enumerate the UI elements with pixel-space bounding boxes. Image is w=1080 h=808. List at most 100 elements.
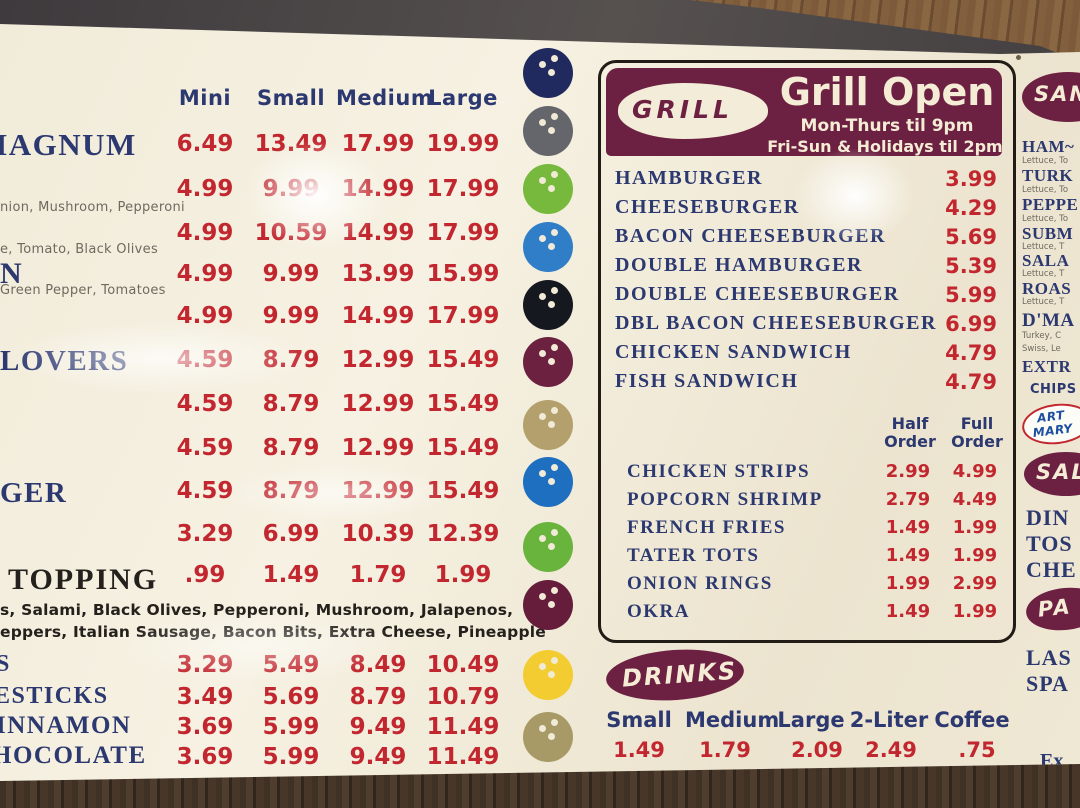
bowling-ball-blue xyxy=(523,457,573,507)
price: 4.99 xyxy=(176,261,234,287)
price: 17.99 xyxy=(426,176,500,202)
sandwich-item-sub: Swiss, Le xyxy=(1022,344,1061,354)
sandwich-item-name: PEPPE xyxy=(1022,195,1079,214)
ingredients: nion, Mushroom, Pepperoni xyxy=(0,200,185,215)
price: 15.49 xyxy=(426,435,500,461)
price: 1.99 xyxy=(952,517,998,538)
price: 14.99 xyxy=(341,220,415,246)
bowling-ball-tan xyxy=(523,400,573,450)
price: 13.49 xyxy=(254,131,328,157)
menu-item-name: N xyxy=(0,257,24,290)
price: 15.49 xyxy=(426,347,500,373)
sandwiches-badge-label: SAN xyxy=(1034,82,1080,106)
ingredients: Green Pepper, Tomatoes xyxy=(0,283,166,298)
price: 3.49 xyxy=(176,684,234,710)
price: 9.49 xyxy=(349,714,407,740)
sandwich-item-name: ROAS xyxy=(1022,279,1072,298)
price: 2.79 xyxy=(885,489,931,510)
grill-item-name: CHICKEN SANDWICH xyxy=(615,341,852,363)
price: 14.99 xyxy=(341,176,415,202)
price: 4.99 xyxy=(952,461,998,482)
price: 12.99 xyxy=(341,391,415,417)
price: 6.99 xyxy=(262,521,320,547)
price: 10.59 xyxy=(254,220,328,246)
drinks-badge: DRINKS xyxy=(604,645,746,705)
screw-dot xyxy=(1016,55,1021,60)
sandwich-item-name: SUBM xyxy=(1022,224,1074,243)
grill-badge-label: GRILL xyxy=(632,95,733,124)
price: 1.99 xyxy=(434,562,492,588)
sandwich-item-name: D'MA xyxy=(1022,310,1075,331)
ingredients: e, Tomato, Black Olives xyxy=(0,242,159,257)
price: 8.79 xyxy=(349,684,407,710)
price: .99 xyxy=(184,562,226,588)
sandwich-item-sub: Lettuce, T xyxy=(1022,242,1065,252)
price: 9.49 xyxy=(349,744,407,770)
price: 8.49 xyxy=(349,652,407,678)
price: 6.99 xyxy=(945,312,997,336)
price: 3.69 xyxy=(176,744,234,770)
size-header-small: Small xyxy=(256,86,326,110)
price: 1.49 xyxy=(262,562,320,588)
price: 4.59 xyxy=(176,435,234,461)
price: 2.99 xyxy=(952,573,998,594)
price: 1.99 xyxy=(952,601,998,622)
salad-item-name: TOS xyxy=(1026,531,1073,556)
grill-item-name: HAMBURGER xyxy=(615,167,763,189)
drinks-badge-label: DRINKS xyxy=(621,656,739,693)
sandwich-item-name: EXTR xyxy=(1022,357,1072,376)
sandwich-item-sub: Lettuce, T xyxy=(1022,297,1065,307)
bowling-ball-green xyxy=(523,164,573,214)
price: 8.79 xyxy=(262,478,320,504)
drink-size: Large xyxy=(777,708,845,732)
bowling-ball-maroon xyxy=(523,580,573,630)
menu-item-name: LOVERS xyxy=(0,345,129,377)
price: 4.59 xyxy=(176,391,234,417)
price: 4.59 xyxy=(176,347,234,373)
pasta-item-name: LAS xyxy=(1026,645,1072,670)
price: 12.99 xyxy=(341,435,415,461)
price: 9.99 xyxy=(262,303,320,329)
drink-size: Medium xyxy=(685,708,780,732)
price: 10.39 xyxy=(341,521,415,547)
price: 1.99 xyxy=(885,573,931,594)
price: 5.99 xyxy=(262,714,320,740)
price: 15.99 xyxy=(426,261,500,287)
side-item-name: TATER TOTS xyxy=(627,545,760,566)
salads-badge: SAL xyxy=(1024,452,1080,496)
price: 13.99 xyxy=(341,261,415,287)
price: 1.79 xyxy=(349,562,407,588)
price: 12.99 xyxy=(341,347,415,373)
menu-item-name: INNAMON xyxy=(0,712,132,739)
sandwich-item-sub: Lettuce, To xyxy=(1022,185,1069,195)
menu-item-name: HOCOLATE xyxy=(0,742,147,769)
salad-item-name: CHE xyxy=(1026,557,1077,582)
price: 4.79 xyxy=(945,341,997,365)
price: 3.69 xyxy=(176,714,234,740)
drink-size: Coffee xyxy=(934,708,1010,732)
sandwich-item-name: HAM~ xyxy=(1022,137,1075,156)
price: 15.49 xyxy=(426,391,500,417)
price: 1.49 xyxy=(885,545,931,566)
price: 4.29 xyxy=(945,196,997,220)
bowling-ball-maroon xyxy=(523,337,573,387)
price: 5.99 xyxy=(945,283,997,307)
arts-mary-logo: ART MARY xyxy=(1019,399,1080,449)
bowling-ball-khaki xyxy=(523,712,573,762)
grill-panel: GRILL Grill Open Mon-Thurs til 9pm Fri-S… xyxy=(598,60,1016,643)
menu-item-name: MAGNUM xyxy=(0,127,137,162)
side-item-name: OKRA xyxy=(627,601,690,622)
full-order-column-header: Full Order xyxy=(951,414,1003,452)
price: 11.49 xyxy=(426,744,500,770)
menu-item-name: S xyxy=(0,651,11,677)
grill-item-name: DOUBLE HAMBURGER xyxy=(615,254,863,276)
grill-badge: GRILL xyxy=(618,83,768,139)
price: 2.09 xyxy=(791,738,843,762)
price: 3.29 xyxy=(176,521,234,547)
sandwich-item-name: TURK xyxy=(1022,166,1074,185)
price: 10.49 xyxy=(426,652,500,678)
price: 15.49 xyxy=(426,478,500,504)
sandwich-item-sub: Lettuce, To xyxy=(1022,214,1069,224)
